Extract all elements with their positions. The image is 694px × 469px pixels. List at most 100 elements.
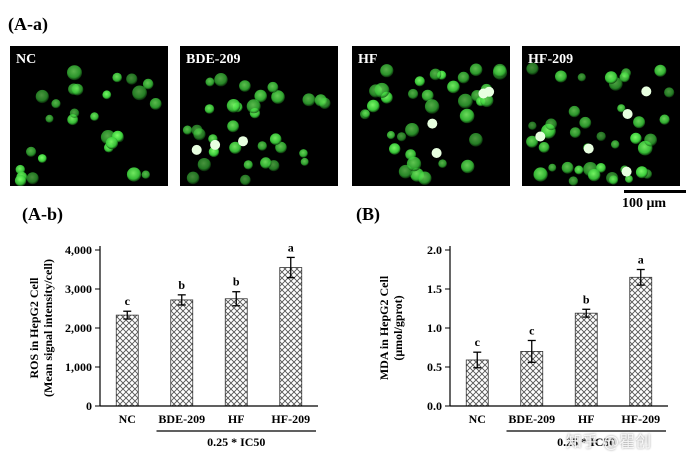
category-label: HF-209	[271, 412, 310, 426]
cell	[459, 108, 475, 124]
cell	[112, 72, 122, 83]
cell	[380, 64, 394, 78]
cell	[90, 112, 99, 121]
cell	[421, 89, 434, 102]
cell	[424, 99, 440, 114]
ros-chart: 0 1,000 2,000 3,000 4,000 c NC b BDE-209 b HF a HF-2…	[0, 236, 340, 469]
significance-letter: c	[125, 294, 131, 308]
cell	[141, 170, 150, 179]
y-tick-label: 1.0	[427, 321, 442, 335]
significance-letter: b	[178, 278, 185, 292]
cell	[275, 141, 287, 154]
cell	[644, 133, 657, 147]
cell	[526, 62, 539, 75]
mda-chart: 0.0 0.5 1.0 1.5 2.0 c NC c BDE-209 b HF a HF-209 0.25…	[350, 236, 690, 469]
cell	[461, 159, 475, 174]
cell	[260, 157, 272, 169]
significance-letter: b	[233, 275, 240, 289]
cell	[204, 104, 215, 114]
micrograph-hf: HF	[352, 46, 510, 186]
panel-label-b: (B)	[356, 204, 380, 224]
cell	[568, 105, 581, 118]
y-tick-label: 2.0	[427, 243, 442, 257]
y-tick-label: 0.0	[427, 399, 442, 413]
bright-cell	[427, 118, 438, 129]
cell	[619, 72, 630, 83]
cell	[633, 116, 646, 129]
cell	[596, 163, 606, 173]
cell	[561, 161, 574, 174]
cell	[226, 99, 241, 113]
cell	[69, 108, 80, 118]
cell	[142, 78, 154, 90]
cell	[574, 165, 584, 175]
cell	[71, 83, 84, 96]
bright-cell	[191, 144, 202, 155]
cell	[533, 167, 548, 182]
significance-letter: b	[583, 292, 590, 306]
cell	[302, 93, 316, 107]
cell	[406, 156, 422, 172]
bright-cell	[535, 131, 546, 142]
cell	[469, 133, 483, 147]
cell	[45, 114, 54, 123]
cell	[569, 127, 581, 138]
y-tick-label: 2,000	[65, 321, 92, 335]
cell	[26, 146, 37, 157]
cell	[596, 131, 606, 142]
cell	[664, 87, 675, 98]
cell	[579, 116, 592, 129]
cell	[408, 88, 419, 100]
micrograph-label: NC	[16, 52, 37, 67]
y-tick-label: 0	[86, 399, 92, 413]
cell	[102, 90, 112, 100]
cell	[132, 85, 147, 101]
cell	[257, 141, 267, 151]
cell	[51, 99, 61, 109]
micrograph-nc: NC	[10, 46, 168, 186]
micrograph-label: HF	[358, 52, 378, 67]
y-tick-label: 1.5	[427, 282, 442, 296]
cell	[37, 154, 47, 163]
cell	[214, 73, 228, 87]
cell	[374, 82, 390, 98]
panel-label-a-a: (A-a)	[8, 14, 48, 34]
cell	[14, 174, 27, 186]
cell	[186, 171, 200, 185]
category-label: HF	[228, 412, 245, 426]
y-axis-label-line2: (Mean signal intensity/cell)	[41, 259, 55, 397]
micrograph-label: BDE-209	[186, 52, 241, 67]
cell	[555, 70, 567, 83]
y-tick-label: 3,000	[65, 282, 92, 296]
cell	[548, 163, 557, 172]
micrograph-hf209: HF-209	[522, 46, 680, 186]
bar	[629, 276, 653, 407]
scale-bar	[624, 190, 686, 193]
cell	[493, 63, 507, 78]
bright-cell	[431, 148, 442, 158]
significance-letter: a	[288, 240, 294, 254]
panel-label-a-b: (A-b)	[22, 204, 63, 224]
cell	[105, 137, 118, 150]
cell	[447, 80, 460, 94]
cell	[386, 131, 396, 140]
cell	[149, 98, 162, 110]
category-label: HF-209	[621, 412, 660, 426]
bright-cell	[583, 143, 594, 154]
cell	[246, 99, 261, 114]
micrograph-bde209: BDE-209	[180, 46, 338, 186]
cell	[659, 114, 670, 125]
category-label: HF	[578, 412, 595, 426]
scale-label: 100 μm	[622, 196, 667, 211]
bright-cell	[622, 109, 633, 119]
cell	[389, 143, 401, 155]
cell	[227, 120, 239, 133]
cell	[611, 140, 620, 149]
cell	[193, 128, 206, 141]
bar	[224, 298, 248, 407]
bright-cell	[478, 88, 489, 99]
significance-letter: c	[475, 335, 481, 349]
cell	[457, 71, 470, 84]
category-label: BDE-209	[158, 412, 205, 426]
cell	[577, 73, 586, 82]
